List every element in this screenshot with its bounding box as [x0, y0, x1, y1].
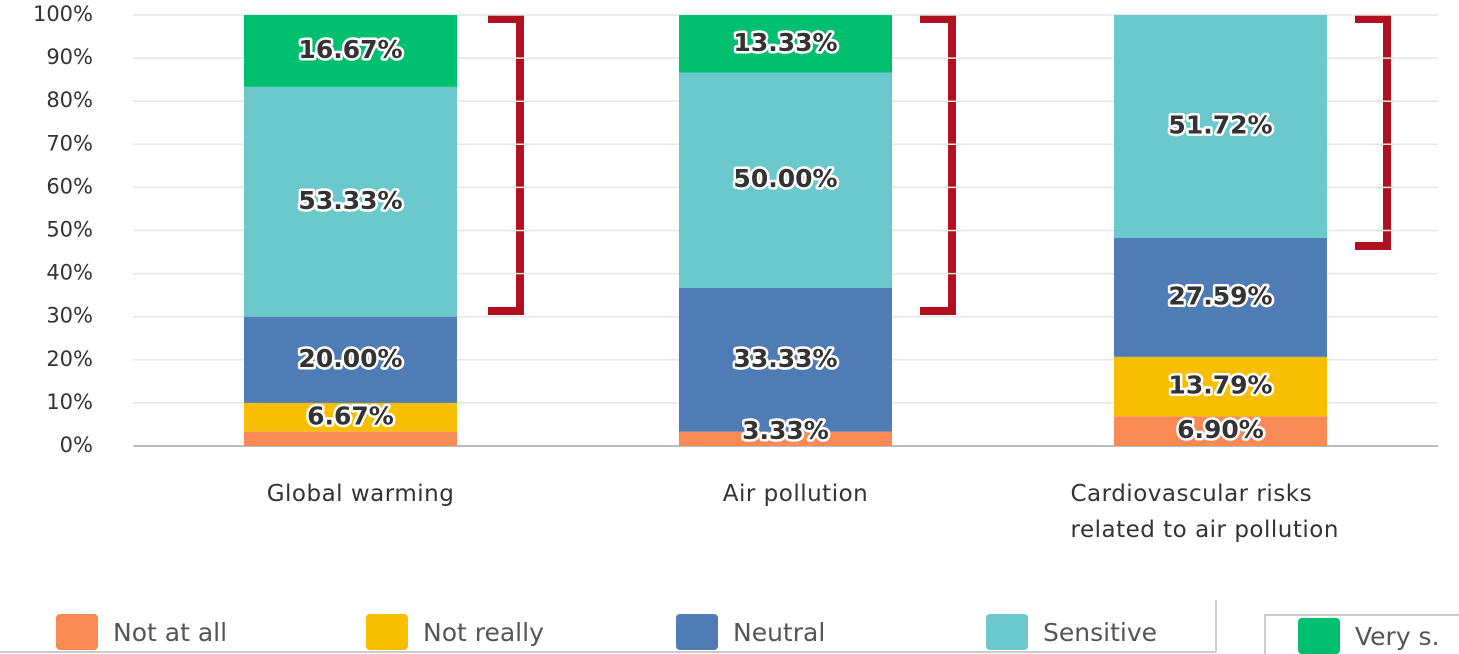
legend-swatch	[676, 614, 718, 650]
legend-label: Not really	[423, 618, 544, 647]
y-tick-label: 80%	[46, 88, 93, 112]
bar-segment	[244, 402, 457, 432]
y-tick-label: 50%	[46, 218, 93, 242]
data-label: 51.72%	[1168, 110, 1272, 139]
legend-swatch	[1298, 618, 1340, 654]
data-label: 13.79%	[1168, 371, 1272, 400]
bar-segment	[1114, 416, 1327, 446]
bar-segment	[679, 15, 892, 73]
bracket	[920, 15, 956, 315]
bracket	[1355, 15, 1391, 250]
data-label: 53.33%	[298, 186, 402, 215]
x-tick-text: Cardiovascular risks related to air poll…	[1070, 481, 1339, 543]
bar-segment	[1114, 15, 1327, 238]
y-tick-label: 10%	[46, 390, 93, 414]
bar-segment	[1114, 356, 1327, 417]
x-tick-label: Air pollution	[636, 476, 956, 512]
legend-label: Sensitive	[1043, 618, 1157, 647]
y-tick-label: 0%	[60, 433, 93, 457]
y-tick-label: 20%	[46, 347, 93, 371]
y-tick-label: 100%	[33, 2, 93, 26]
legend-swatch	[56, 614, 98, 650]
bracket	[488, 15, 524, 315]
data-label: 3.33%	[742, 416, 829, 445]
y-tick-label: 60%	[46, 174, 93, 198]
y-tick-label: 30%	[46, 304, 93, 328]
bar-segment	[244, 431, 457, 446]
data-label: 13.33%	[733, 28, 837, 57]
bar-segment	[679, 287, 892, 432]
legend-swatch	[986, 614, 1028, 650]
legend-swatch	[366, 614, 408, 650]
x-tick-label: Cardiovascular risks related to air poll…	[1071, 476, 1391, 548]
y-tick-label: 90%	[46, 45, 93, 69]
legend-label: Not at all	[113, 618, 227, 647]
y-tick-label: 40%	[46, 261, 93, 285]
legend-label: Very s.	[1355, 622, 1440, 651]
x-tick-label: Global warming	[201, 476, 521, 512]
x-tick-text: Global warming	[266, 481, 455, 507]
legend-label: Neutral	[733, 618, 825, 647]
data-label: 50.00%	[733, 164, 837, 193]
data-label: 20.00%	[298, 344, 402, 373]
x-tick-text: Air pollution	[722, 481, 869, 507]
bar-segment	[1114, 237, 1327, 357]
legend-border	[1264, 614, 1459, 654]
bar-segment	[244, 15, 457, 87]
data-label: 27.59%	[1168, 281, 1272, 310]
bar-segment	[679, 431, 892, 446]
data-label: 16.67%	[298, 35, 402, 64]
y-tick-label: 70%	[46, 131, 93, 155]
bar-segment	[244, 316, 457, 403]
data-label: 6.90%	[1177, 415, 1264, 444]
bar-segment	[244, 86, 457, 317]
data-label: 6.67%	[307, 401, 394, 430]
data-label: 33.33%	[733, 344, 837, 373]
bar-segment	[679, 72, 892, 288]
